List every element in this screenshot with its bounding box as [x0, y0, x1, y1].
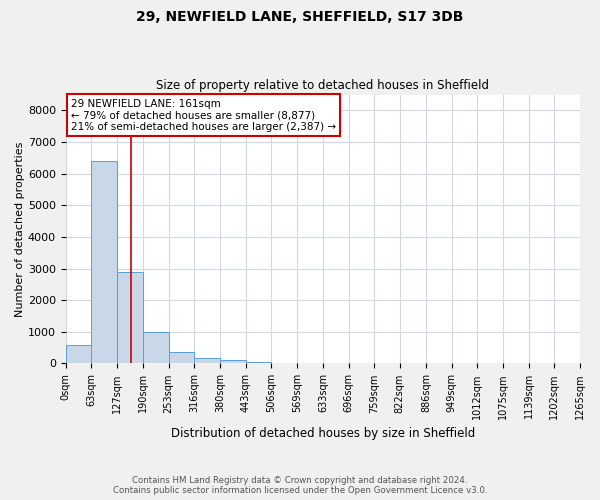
Title: Size of property relative to detached houses in Sheffield: Size of property relative to detached ho…	[157, 79, 490, 92]
Bar	[194, 358, 220, 364]
Bar	[91, 161, 117, 364]
Text: 29 NEWFIELD LANE: 161sqm
← 79% of detached houses are smaller (8,877)
21% of sem: 29 NEWFIELD LANE: 161sqm ← 79% of detach…	[71, 98, 336, 132]
Bar	[169, 352, 194, 364]
Text: 29, NEWFIELD LANE, SHEFFIELD, S17 3DB: 29, NEWFIELD LANE, SHEFFIELD, S17 3DB	[136, 10, 464, 24]
Bar	[117, 272, 143, 364]
Bar	[220, 360, 246, 364]
Bar	[65, 346, 91, 364]
Bar	[143, 332, 169, 364]
Y-axis label: Number of detached properties: Number of detached properties	[15, 142, 25, 316]
X-axis label: Distribution of detached houses by size in Sheffield: Distribution of detached houses by size …	[170, 427, 475, 440]
Bar	[246, 362, 271, 364]
Text: Contains HM Land Registry data © Crown copyright and database right 2024.
Contai: Contains HM Land Registry data © Crown c…	[113, 476, 487, 495]
